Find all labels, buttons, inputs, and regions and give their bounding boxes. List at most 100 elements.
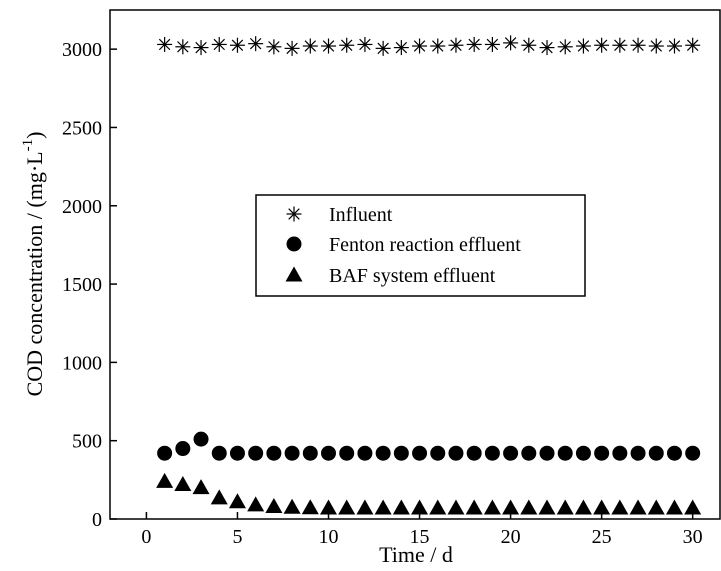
fenton-point: [266, 445, 282, 461]
baf-point: [283, 498, 301, 514]
influent-point: [539, 40, 555, 56]
x-tick-label: 5: [232, 526, 242, 548]
legend-box: [255, 194, 586, 297]
baf-point: [374, 499, 392, 515]
baf-point: [647, 499, 665, 515]
x-tick-label: 0: [141, 526, 151, 548]
baf-point: [320, 499, 338, 515]
baf-point: [574, 499, 592, 515]
fenton-point: [357, 445, 373, 461]
legend-label-fenton: Fenton reaction effluent: [329, 234, 521, 256]
fenton-point: [575, 445, 591, 461]
legend-marker-asterisk: [286, 206, 302, 222]
influent-point: [211, 36, 227, 52]
fenton-point: [284, 445, 300, 461]
baf-point: [465, 499, 483, 515]
baf-point: [502, 499, 520, 515]
fenton-point: [539, 445, 555, 461]
baf-point: [665, 499, 683, 515]
fenton-point: [393, 445, 409, 461]
fenton-point: [412, 445, 428, 461]
baf-point: [338, 499, 356, 515]
influent-point: [503, 35, 519, 51]
legend: Influent Fenton reaction effluent BAF sy…: [255, 194, 586, 297]
fenton-point: [466, 445, 482, 461]
fenton-point: [430, 445, 446, 461]
fenton-point: [321, 445, 337, 461]
x-axis-ticks: 0 5 10 15 20 25 30: [141, 512, 703, 548]
fenton-point: [248, 445, 264, 461]
influent-point: [412, 38, 428, 54]
baf-point: [392, 499, 410, 515]
legend-label-influent: Influent: [329, 204, 393, 226]
fenton-point: [229, 445, 245, 461]
influent-point: [339, 37, 355, 53]
influent-point: [175, 39, 191, 55]
baf-point: [520, 499, 538, 515]
baf-point: [611, 499, 629, 515]
influent-point: [229, 37, 245, 53]
legend-label-baf: BAF system effluent: [329, 265, 496, 287]
influent-point: [430, 38, 446, 54]
plot-frame: [109, 9, 721, 520]
baf-point: [538, 499, 556, 515]
baf-point: [411, 499, 429, 515]
x-tick-label: 25: [592, 526, 612, 548]
fenton-point: [157, 445, 173, 461]
fenton-point: [193, 431, 209, 447]
data-marks: [156, 35, 702, 515]
x-tick-label: 30: [683, 526, 703, 548]
fenton-point: [630, 445, 646, 461]
baf-point: [429, 499, 447, 515]
fenton-point: [302, 445, 318, 461]
influent-point: [466, 36, 482, 52]
influent-point: [612, 37, 628, 53]
x-axis-title: Time / d: [379, 542, 453, 566]
y-tick-label: 3000: [62, 39, 102, 61]
influent-point: [594, 37, 610, 53]
baf-point: [483, 499, 501, 515]
y-tick-label: 2500: [62, 117, 102, 139]
x-tick-label: 10: [319, 526, 339, 548]
baf-point: [301, 499, 319, 515]
y-tick-label: 500: [72, 431, 102, 453]
y-axis-title-superscript: -1: [20, 139, 36, 152]
baf-point: [156, 472, 174, 488]
baf-point: [210, 489, 228, 505]
legend-marker-triangle: [285, 266, 303, 282]
influent-point: [157, 36, 173, 52]
baf-point: [174, 476, 192, 492]
series-fenton: [157, 431, 701, 461]
fenton-point: [375, 445, 391, 461]
influent-point: [193, 40, 209, 56]
influent-point: [266, 39, 282, 55]
x-tick-label: 20: [501, 526, 521, 548]
baf-point: [684, 499, 702, 515]
baf-point: [629, 499, 647, 515]
fenton-point: [503, 445, 519, 461]
influent-point: [630, 37, 646, 53]
baf-point: [192, 479, 210, 495]
y-tick-label: 1500: [62, 274, 102, 296]
influent-point: [484, 36, 500, 52]
legend-symbol-baf: [285, 266, 303, 282]
influent-point: [648, 38, 664, 54]
fenton-point: [521, 445, 537, 461]
fenton-point: [612, 445, 628, 461]
legend-marker-circle: [286, 236, 302, 252]
y-tick-label: 0: [92, 509, 102, 531]
influent-point: [284, 40, 300, 56]
fenton-point: [484, 445, 500, 461]
legend-symbol-influent: [286, 206, 302, 222]
influent-point: [302, 38, 318, 54]
y-tick-label: 2000: [62, 196, 102, 218]
baf-point: [593, 499, 611, 515]
y-axis-title-close: ): [22, 132, 47, 139]
baf-point: [356, 499, 374, 515]
influent-point: [557, 39, 573, 55]
fenton-point: [685, 445, 701, 461]
y-axis-title-main: COD concentration / (mg·L: [22, 151, 47, 396]
influent-point: [448, 37, 464, 53]
